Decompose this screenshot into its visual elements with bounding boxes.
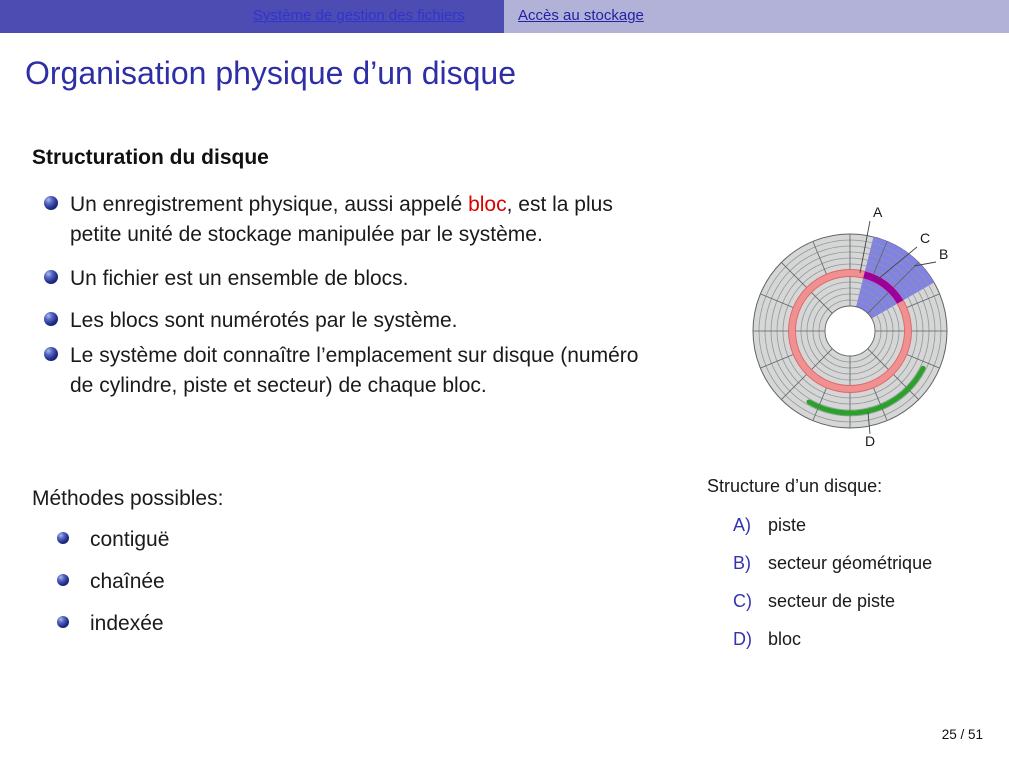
legend-label: secteur de piste [768,591,896,611]
list-item: contiguë [57,527,357,553]
bullet-item: Un enregistrement physique, aussi appelé… [44,190,764,250]
bullet-ball-icon [44,347,58,361]
svg-text:D: D [865,433,875,449]
list-item: indexée [57,611,357,637]
method-label: chaînée [90,570,165,593]
bullet-text: Un enregistrement physique, aussi appelé… [70,190,764,250]
page-number: 25 / 51 [941,727,983,742]
legend-key: A) [733,515,751,535]
legend-key: D) [733,629,752,649]
svg-text:B: B [939,246,948,262]
legend-label: bloc [768,629,802,649]
navbar-section-current [0,0,504,33]
tab-acces-stockage[interactable]: Accès au stockage [518,7,644,24]
legend-item: C) secteur de piste [733,591,993,612]
legend-item: D) bloc [733,629,993,650]
bullet-ball-icon [57,532,69,544]
bullet-ball-icon [44,270,58,284]
list-item: chaînée [57,569,357,595]
bullet-text-part: , est la plus petite unité de stockage m… [70,193,613,246]
bullet-text: Le système doit connaître l’emplacement … [70,344,639,397]
section-heading: Structuration du disque [32,146,269,169]
legend-label: piste [768,515,807,535]
bullet-text: Les blocs sont numérotés par le système. [70,309,458,332]
page-title: Organisation physique d’un disque [25,55,516,91]
legend-label: secteur géométrique [768,553,933,573]
bullet-text-part: Un enregistrement physique, aussi appelé [70,193,469,216]
legend-key: B) [733,553,751,573]
legend-item: B) secteur géométrique [733,553,993,574]
bullet-item: Un fichier est un ensemble de blocs. [44,264,764,294]
disk-diagram-svg: A BC D [752,204,948,449]
method-label: contiguë [90,528,170,551]
bullet-ball-icon [44,196,58,210]
tab-systeme-gestion-fichiers[interactable]: Système de gestion des fichiers [253,7,465,24]
legend-item: A) piste [733,515,993,536]
method-label: indexée [90,612,164,635]
bullet-ball-icon [57,616,69,628]
navigation-bar: Système de gestion des fichiers Accès au… [0,0,1009,33]
bullet-item: Les blocs sont numérotés par le système. [44,306,764,336]
legend-heading: Structure d’un disque: [707,476,883,496]
legend-key: C) [733,591,752,611]
bullet-ball-icon [57,574,69,586]
svg-text:A: A [873,204,883,220]
methods-heading: Méthodes possibles: [32,487,224,510]
bullet-item: Le système doit connaître l’emplacement … [44,341,764,401]
bullet-text: Un fichier est un ensemble de blocs. [70,267,409,290]
navbar-section-other [504,0,1009,33]
highlighted-term: bloc [468,193,507,216]
svg-text:C: C [920,230,930,246]
bullet-ball-icon [44,312,58,326]
